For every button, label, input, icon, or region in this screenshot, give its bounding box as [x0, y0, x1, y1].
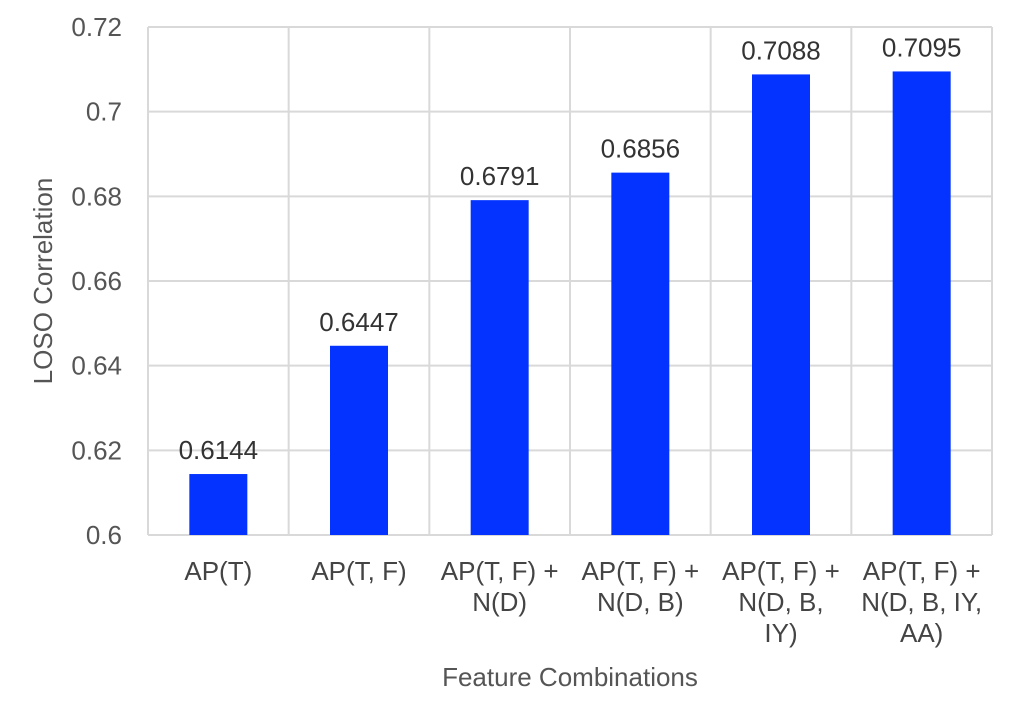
y-axis-title: LOSO Correlation	[28, 178, 58, 385]
y-tick-label: 0.64	[71, 351, 122, 381]
y-tick-label: 0.7	[86, 97, 122, 127]
y-tick-label: 0.6	[86, 520, 122, 550]
data-label: 0.7088	[741, 35, 821, 65]
bar	[611, 172, 670, 536]
x-tick-label: AP(T, F) + N(D, B, IY, AA)	[861, 556, 982, 648]
y-tick-label: 0.72	[71, 12, 122, 42]
x-tick-label: AP(T, F) + N(D, B, IY)	[722, 556, 840, 648]
x-tick-label: AP(T)	[184, 556, 252, 586]
x-tick-label: AP(T, F) + N(D)	[441, 556, 559, 617]
data-labels: 0.6144 0.6447 0.6791 0.6856 0.7088 0.7095	[179, 32, 962, 465]
bar	[189, 474, 248, 535]
gridlines	[147, 26, 993, 536]
data-label: 0.7095	[882, 32, 962, 62]
y-tick-label: 0.68	[71, 181, 122, 211]
y-axis-ticks: 0.6 0.62 0.64 0.66 0.68 0.7 0.72	[71, 12, 122, 550]
y-tick-label: 0.66	[71, 266, 122, 296]
data-label: 0.6856	[601, 134, 681, 164]
bar	[470, 200, 529, 536]
bars	[189, 71, 951, 536]
x-tick-label: AP(T, F) + N(D, B)	[581, 556, 699, 617]
data-label: 0.6447	[319, 307, 399, 337]
x-tick-label: AP(T, F)	[311, 556, 406, 586]
y-tick-label: 0.62	[71, 435, 122, 465]
data-label: 0.6144	[179, 435, 259, 465]
data-label: 0.6791	[460, 161, 540, 191]
x-axis-title: Feature Combinations	[442, 662, 698, 692]
x-axis-categories: AP(T) AP(T, F) AP(T, F) + N(D) AP(T, F) + N(D…	[184, 556, 982, 648]
bar	[330, 345, 388, 535]
bar	[892, 71, 951, 535]
bar	[752, 74, 810, 535]
